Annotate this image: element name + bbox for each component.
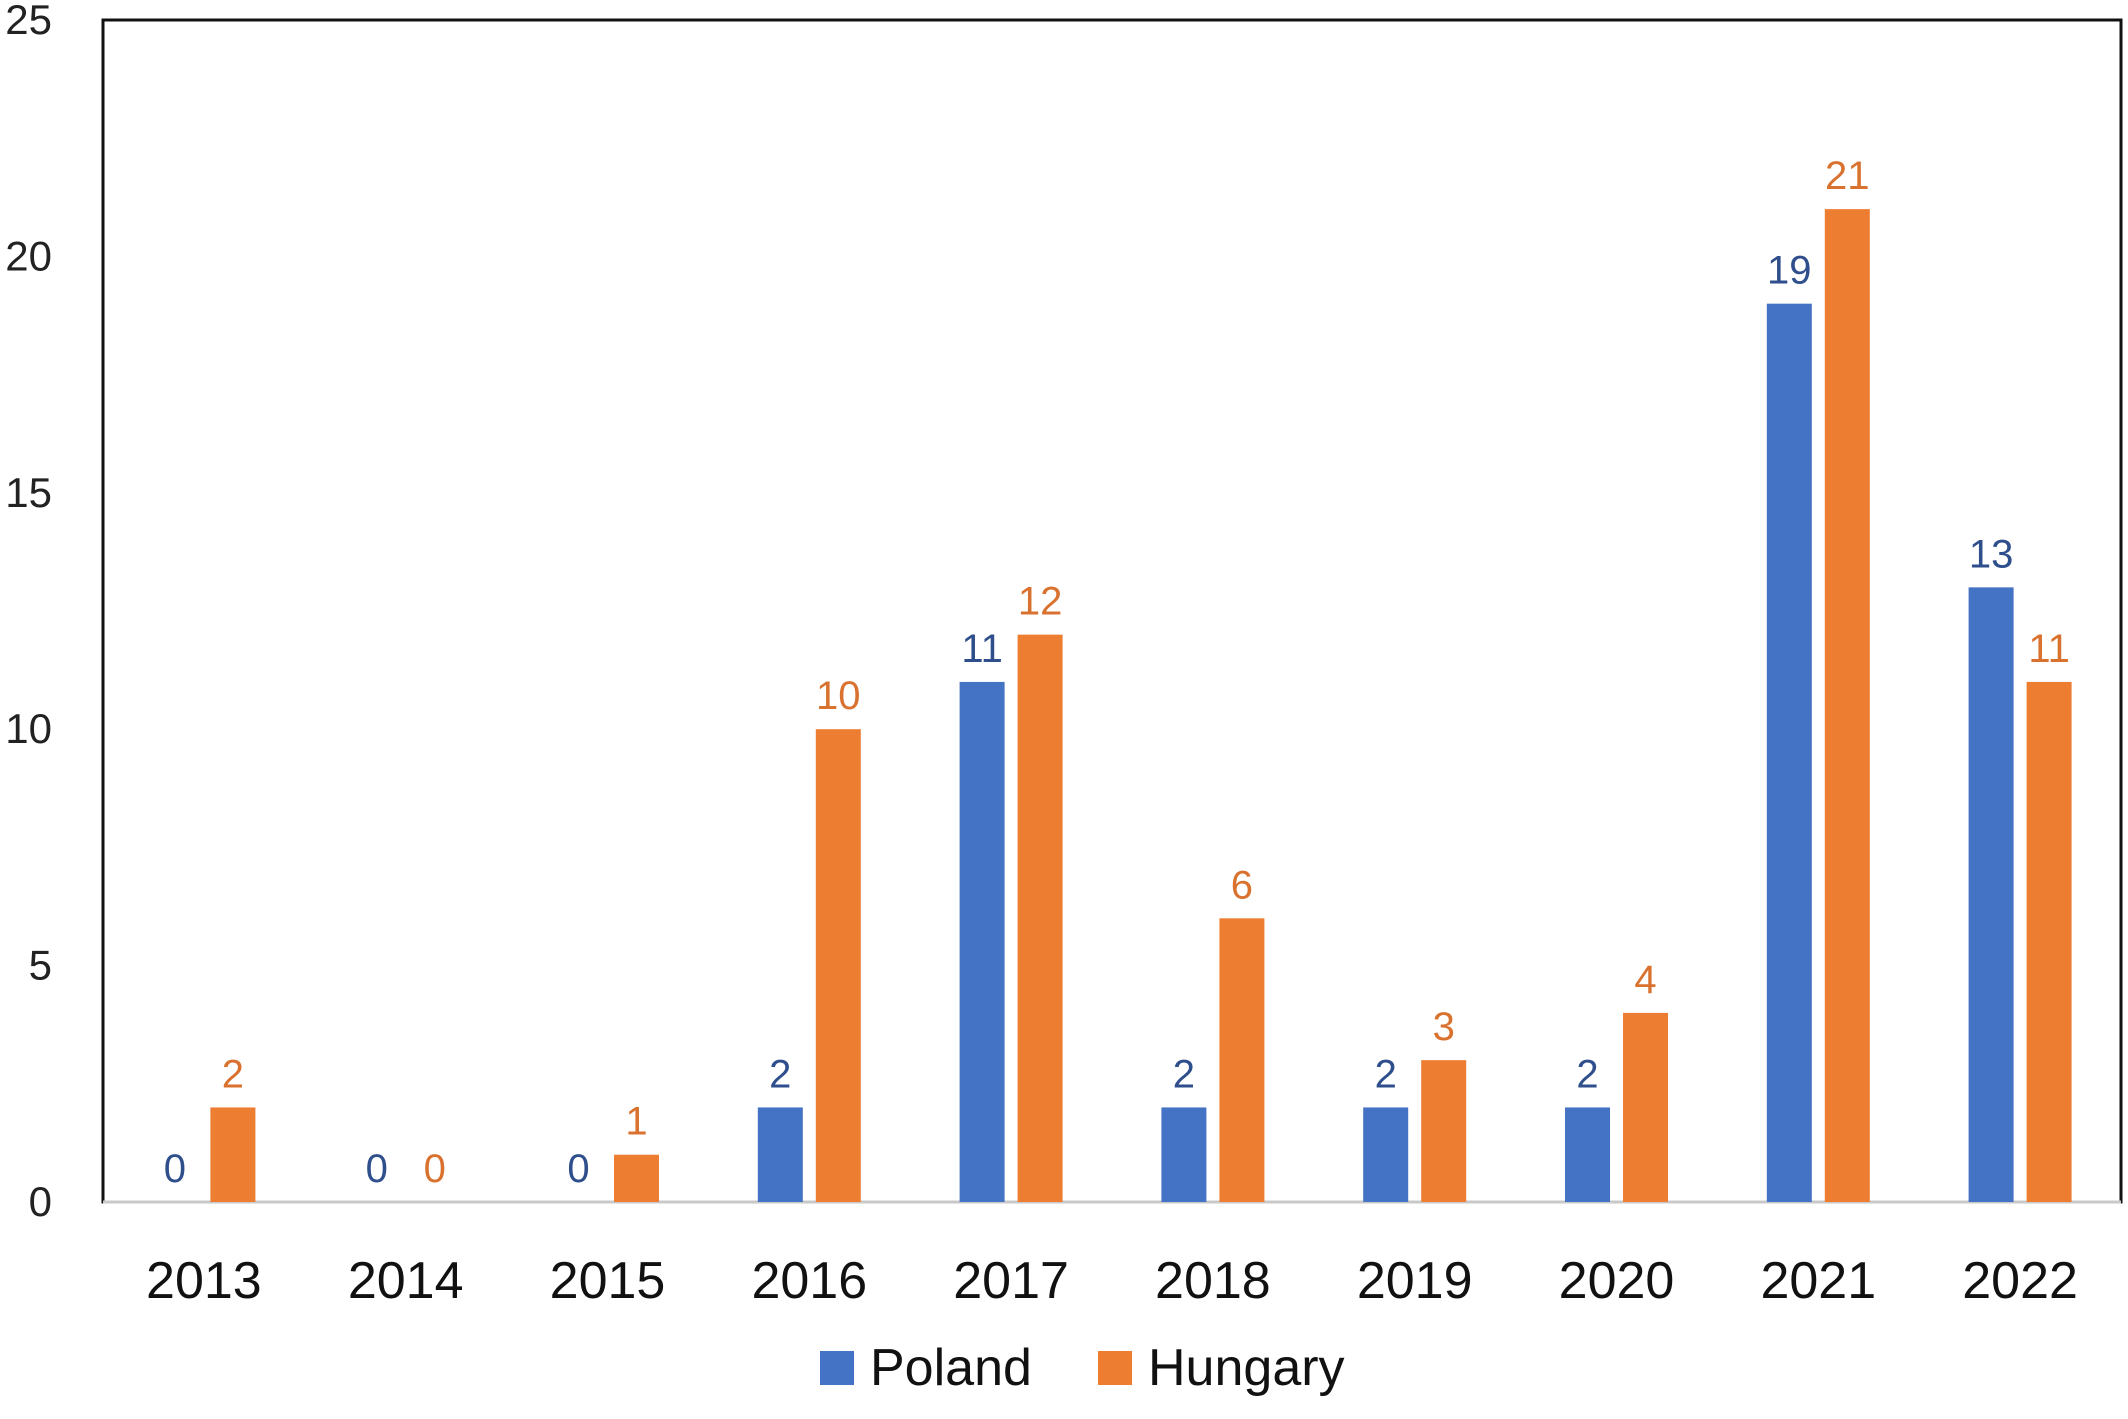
x-tick-label: 2018: [1155, 1252, 1271, 1310]
data-label-hungary-2019: 3: [1433, 1005, 1455, 1049]
data-label-hungary-2016: 10: [816, 674, 861, 718]
legend-label-poland: Poland: [870, 1339, 1032, 1397]
bar-poland-2022: [1968, 587, 2014, 1202]
bar-poland-2016: [757, 1107, 803, 1202]
data-label-hungary-2018: 6: [1231, 863, 1253, 907]
legend-swatch-poland: [820, 1351, 854, 1385]
x-axis-ticks: 2013 2014 2015 2016 2017 2018 2019 2020 2021 2022: [146, 1252, 2078, 1310]
bar-hungary-2016: [815, 729, 861, 1202]
legend-swatch-hungary: [1098, 1351, 1132, 1385]
data-label-poland-2022: 13: [1969, 532, 2014, 576]
data-label-poland-2017: 11: [961, 627, 1003, 671]
x-tick-label: 2020: [1559, 1252, 1675, 1310]
y-axis-ticks: 0 5 10 15 20 25: [5, 0, 52, 1225]
bar-hungary-2015: [614, 1154, 659, 1202]
bar-poland-2017: [959, 681, 1005, 1202]
data-label-hungary-2013: 2: [222, 1052, 244, 1096]
x-tick-label: 2013: [146, 1252, 262, 1310]
x-tick-label: 2016: [751, 1252, 867, 1310]
bar-poland-2020: [1565, 1107, 1610, 1202]
bar-hungary-2019: [1421, 1060, 1467, 1202]
bar-hungary-2013: [210, 1107, 256, 1202]
data-label-hungary-2022: 11: [2028, 627, 2070, 671]
x-tick-label: 2014: [348, 1252, 464, 1310]
x-tick-label: 2017: [953, 1252, 1069, 1310]
data-label-poland-2021: 19: [1767, 249, 1812, 293]
y-tick-label: 20: [5, 232, 52, 279]
y-tick-label: 10: [5, 705, 52, 752]
bar-poland-2018: [1161, 1107, 1207, 1202]
data-label-poland-2020: 2: [1576, 1052, 1598, 1096]
data-label-poland-2013: 0: [164, 1147, 186, 1191]
x-tick-label: 2022: [1962, 1252, 2078, 1310]
legend: Poland Hungary: [820, 1339, 1345, 1397]
data-label-hungary-2015: 1: [625, 1100, 647, 1144]
x-tick-label: 2021: [1760, 1252, 1876, 1310]
bar-hungary-2017: [1017, 634, 1063, 1202]
data-label-hungary-2020: 4: [1634, 958, 1656, 1002]
bar-hungary-2018: [1219, 918, 1265, 1202]
bar-hungary-2021: [1824, 209, 1870, 1202]
bar-poland-2021: [1766, 303, 1812, 1202]
x-tick-label: 2015: [550, 1252, 666, 1310]
bar-hungary-2022: [2026, 681, 2072, 1202]
data-label-hungary-2017: 12: [1018, 580, 1063, 624]
data-label-poland-2015: 0: [567, 1147, 589, 1191]
plot-frame: [101, 18, 2123, 1204]
y-tick-label: 15: [5, 469, 52, 516]
bar-hungary-2020: [1623, 1012, 1668, 1202]
y-tick-label: 25: [5, 0, 52, 43]
data-label-poland-2016: 2: [769, 1052, 791, 1096]
data-label-hungary-2014: 0: [424, 1147, 446, 1191]
y-tick-label: 5: [29, 942, 52, 989]
data-label-poland-2018: 2: [1173, 1052, 1195, 1096]
bars: [210, 209, 2072, 1202]
legend-label-hungary: Hungary: [1148, 1339, 1345, 1397]
y-tick-label: 0: [29, 1178, 52, 1225]
bar-poland-2019: [1363, 1107, 1409, 1202]
x-tick-label: 2019: [1357, 1252, 1473, 1310]
data-label-poland-2014: 0: [366, 1147, 388, 1191]
data-label-hungary-2021: 21: [1825, 154, 1870, 198]
data-label-poland-2019: 2: [1375, 1052, 1397, 1096]
